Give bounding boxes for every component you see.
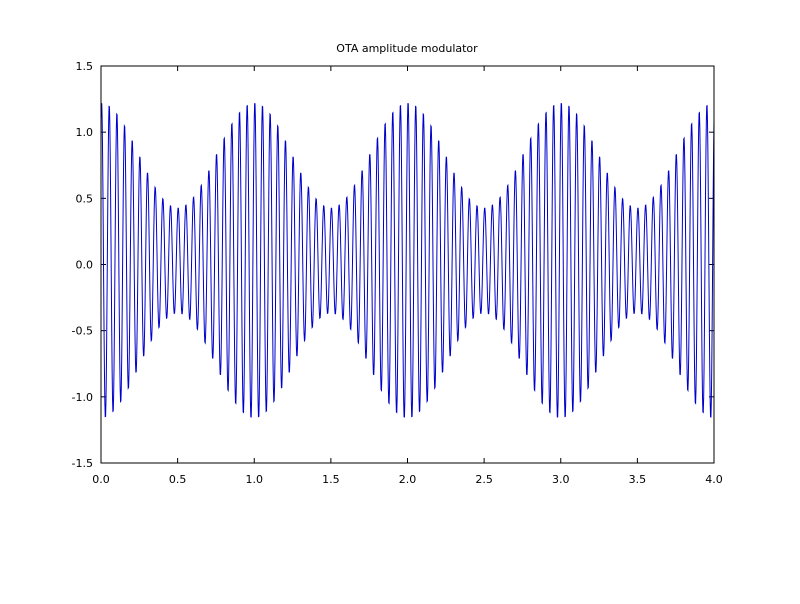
y-tick-label: -1.5 [72, 457, 93, 470]
series-line-0 [100, 103, 715, 418]
x-tick-label: 2.5 [475, 473, 493, 486]
plot-frame [100, 65, 715, 464]
chart-title: OTA amplitude modulator [336, 42, 478, 55]
y-tick-label: -1.0 [72, 391, 93, 404]
y-axis: -1.5 -1.0 -0.5 0.0 0.5 1.0 1.5 [72, 60, 714, 470]
x-tick-label: 1.5 [322, 473, 340, 486]
y-tick-label: 0.5 [76, 192, 94, 205]
y-tick-label: -0.5 [72, 325, 93, 338]
x-tick-label: 3.0 [552, 473, 570, 486]
plot-area [100, 103, 715, 418]
x-tick-label: 1.0 [246, 473, 264, 486]
x-tick-label: 0.0 [92, 473, 110, 486]
y-tick-label: 1.0 [76, 126, 94, 139]
x-tick-label: 4.0 [705, 473, 723, 486]
x-tick-label: 3.5 [629, 473, 647, 486]
x-tick-label: 2.0 [399, 473, 417, 486]
x-tick-label: 0.5 [169, 473, 187, 486]
y-tick-label: 0.0 [76, 259, 94, 272]
y-tick-label: 1.5 [76, 60, 94, 73]
x-axis: 0.0 0.5 1.0 1.5 2.0 2.5 3.0 3.5 4.0 [92, 66, 723, 486]
